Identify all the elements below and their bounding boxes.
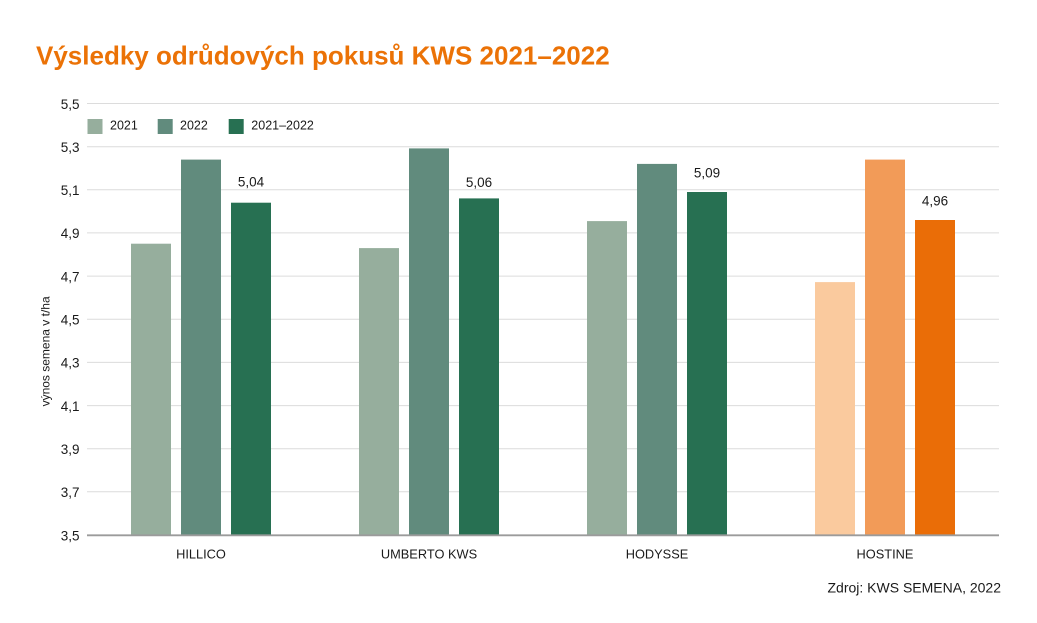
svg-text:4,9: 4,9: [61, 226, 80, 241]
svg-text:4,1: 4,1: [61, 399, 80, 414]
svg-text:HILLICO: HILLICO: [176, 546, 226, 561]
svg-text:UMBERTO KWS: UMBERTO KWS: [381, 546, 477, 561]
svg-text:5,09: 5,09: [694, 166, 720, 181]
svg-text:HOSTINE: HOSTINE: [857, 546, 914, 561]
svg-text:4,3: 4,3: [61, 356, 80, 371]
svg-text:Zdroj: KWS SEMENA, 2022: Zdroj: KWS SEMENA, 2022: [827, 580, 1001, 596]
svg-text:3,7: 3,7: [61, 485, 80, 500]
svg-text:Výsledky odrůdových pokusů KWS: Výsledky odrůdových pokusů KWS 2021–2022: [36, 40, 610, 70]
svg-text:5,1: 5,1: [61, 183, 80, 198]
svg-text:5,3: 5,3: [61, 140, 80, 155]
svg-text:HODYSSE: HODYSSE: [626, 546, 689, 561]
svg-text:4,96: 4,96: [922, 193, 948, 208]
svg-text:4,7: 4,7: [61, 269, 80, 284]
svg-text:3,5: 3,5: [61, 528, 80, 543]
svg-text:3,9: 3,9: [61, 442, 80, 457]
svg-text:4,5: 4,5: [61, 313, 80, 328]
svg-text:5,06: 5,06: [466, 175, 492, 190]
svg-text:výnos semena v t/ha: výnos semena v t/ha: [38, 296, 52, 406]
svg-text:2021: 2021: [110, 118, 138, 132]
svg-text:5,04: 5,04: [238, 175, 265, 190]
svg-text:2022: 2022: [180, 118, 208, 132]
svg-text:2021–2022: 2021–2022: [251, 118, 314, 132]
svg-text:5,5: 5,5: [61, 97, 80, 112]
